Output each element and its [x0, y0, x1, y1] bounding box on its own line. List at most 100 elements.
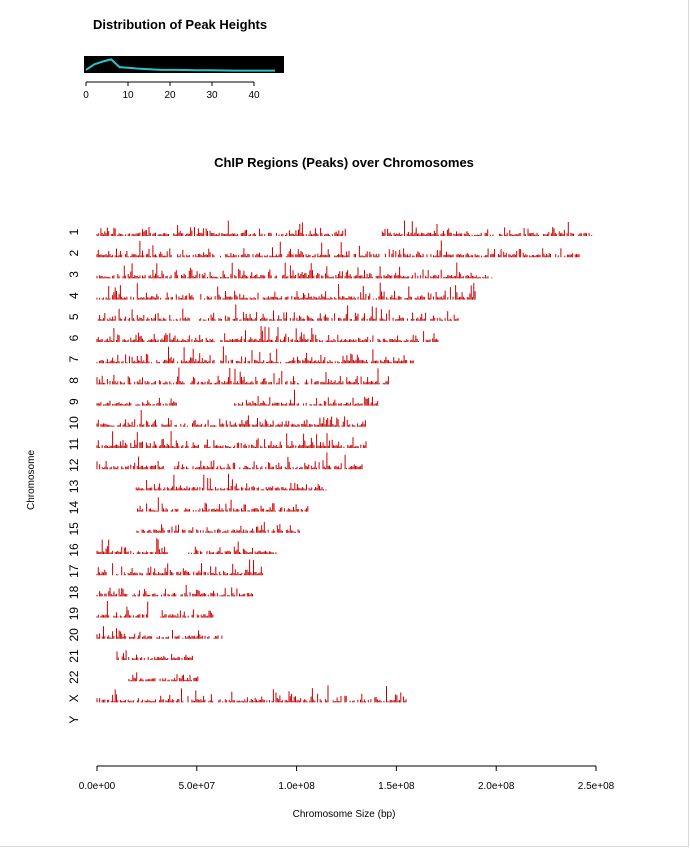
chromosome-peaks-row [96, 346, 414, 364]
peak-region [96, 600, 149, 618]
peak-region [188, 541, 277, 554]
peak-region [96, 262, 277, 279]
chromosome-peaks-row [96, 282, 476, 300]
peak-region [96, 220, 346, 236]
chromosome-label: 4 [67, 292, 81, 299]
peak-region [96, 346, 215, 364]
main-x-tick-label: 0.0e+00 [79, 781, 116, 792]
chromosome-peaks-row [96, 367, 389, 385]
peak-region [198, 304, 459, 321]
chromosome-label: 22 [67, 670, 81, 684]
peak-region [156, 630, 223, 639]
inset-x-tick-label: 10 [122, 90, 134, 101]
peak-region [96, 456, 164, 470]
chromosome-label: Y [67, 716, 81, 724]
peak-region [190, 368, 389, 385]
chromosome-label: 10 [67, 416, 81, 430]
peak-region [218, 685, 407, 703]
peak-region [96, 328, 215, 342]
chromosome-peaks-row [96, 584, 253, 597]
peak-region [220, 326, 439, 342]
peak-region [96, 397, 177, 406]
chromosome-label: 11 [67, 437, 81, 450]
chromosome-label: 20 [67, 628, 81, 642]
inset-x-tick-label: 30 [206, 90, 218, 101]
peak-region [128, 672, 199, 682]
chromosome-label: 7 [67, 356, 81, 363]
chromosome-peaks-row [96, 240, 580, 258]
chromosome-label: 14 [67, 501, 81, 515]
main-x-tick-label: 2.5e+08 [578, 781, 615, 792]
peak-region [96, 563, 143, 576]
peak-region [96, 587, 128, 597]
chromosome-label: 18 [67, 585, 81, 599]
main-x-tick-label: 1.5e+08 [378, 781, 415, 792]
peak-region [136, 521, 300, 533]
chromosome-label: 9 [67, 398, 81, 405]
main-title: ChIP Regions (Peaks) over Chromosomes [214, 155, 474, 170]
peak-marks [96, 220, 593, 703]
chromosome-label: X [67, 694, 81, 702]
peak-region [96, 431, 199, 448]
peak-region [180, 415, 366, 427]
peak-height-distribution-chart: Distribution of Peak Heights 0 10 20 30 40 [83, 17, 284, 101]
peak-region [116, 650, 193, 660]
chromosome-peaks-row [96, 431, 367, 448]
chromosome-label: 5 [67, 313, 81, 320]
chromosome-peaks-row [96, 326, 439, 342]
chromosome-label: 13 [67, 479, 81, 493]
chromosome-peaks-row [96, 626, 223, 639]
chromosome-label: 19 [67, 607, 81, 621]
chromosome-label: 21 [67, 649, 81, 663]
peak-region [96, 688, 214, 703]
chromosome-label: 16 [67, 543, 81, 557]
chromosome-label: 17 [67, 564, 81, 578]
peak-region [282, 262, 493, 279]
chromosome-label: 1 [67, 228, 81, 235]
chromosome-peaks-row [96, 452, 363, 470]
main-x-tick-label: 5.0e+07 [179, 781, 216, 792]
chromosome-peaks-row [96, 685, 407, 703]
inset-x-ticks: 0 10 20 30 40 [83, 82, 260, 101]
chromosome-peaks-row [96, 389, 379, 406]
main-x-tick-label: 1.0e+08 [278, 781, 315, 792]
peak-region [96, 538, 168, 554]
inset-density-line [85, 58, 275, 72]
chromosome-label: 15 [67, 522, 81, 536]
peak-region [96, 283, 194, 300]
chromosome-peaks-row [116, 650, 193, 660]
peak-region [137, 497, 309, 512]
chromosome-peaks-row [96, 600, 214, 618]
chromosome-label: 3 [67, 271, 81, 278]
y-axis-label: Chromosome [26, 450, 37, 510]
chromosome-peaks-row [96, 262, 493, 279]
chromosome-peaks-row [96, 538, 277, 554]
peak-region [96, 410, 177, 427]
inset-x-tick-label: 20 [164, 90, 176, 101]
peak-region [381, 220, 593, 236]
chromosome-peaks-row [96, 220, 593, 236]
peak-region [220, 346, 414, 364]
peak-region [174, 452, 363, 470]
peak-region [234, 389, 379, 406]
chromosome-label: 8 [67, 377, 81, 384]
main-x-ticks: 0.0e+00 5.0e+07 1.0e+08 1.5e+08 2.0e+08 2.5e+… [79, 766, 615, 792]
peak-region [135, 473, 327, 491]
peak-region [204, 433, 367, 448]
chromosome-peaks-row [96, 410, 366, 427]
chromosome-label: 6 [67, 334, 81, 341]
main-x-tick-label: 2.0e+08 [478, 781, 515, 792]
peak-region [97, 308, 190, 321]
chip-peaks-chart: ChIP Regions (Peaks) over Chromosomes 1 2… [26, 155, 615, 820]
peak-region [146, 559, 264, 576]
peak-region [96, 626, 153, 639]
x-axis-label: Chromosome Size (bp) [293, 809, 396, 820]
chromosome-peaks-row [128, 672, 199, 682]
inset-x-tick-label: 0 [83, 90, 89, 101]
peak-region [286, 240, 580, 258]
peak-region [96, 241, 283, 258]
chromosome-peaks-row [97, 304, 459, 321]
